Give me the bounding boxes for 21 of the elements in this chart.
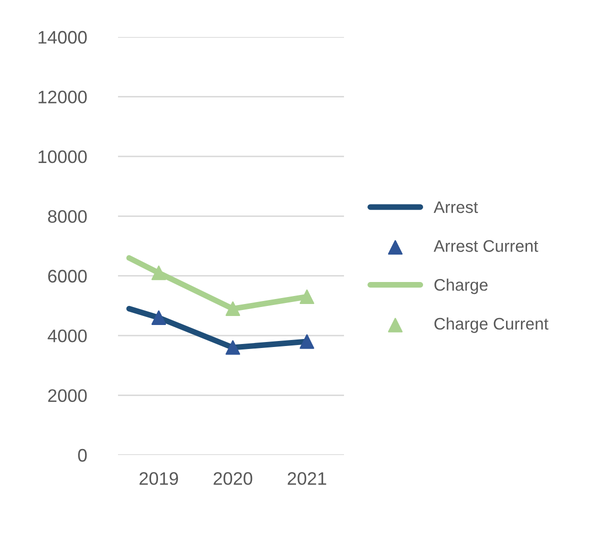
y-tick-label: 8000 (48, 210, 87, 223)
point (226, 340, 240, 355)
x-tick-label: 2020 (214, 472, 252, 485)
legend-label: Charge (434, 278, 488, 294)
x-tick-label: 2019 (140, 472, 178, 485)
point (151, 266, 166, 280)
y-tick-label: 0 (78, 448, 87, 462)
legend-label: Arrest Current (434, 240, 538, 252)
y-tick-label: 4000 (48, 330, 87, 342)
y-tick-label: 2000 (48, 389, 87, 402)
point (300, 289, 314, 304)
point (300, 334, 314, 349)
y-tick-label: 6000 (48, 270, 87, 283)
legend-label: Arrest (434, 201, 478, 214)
y-tick-label: 12000 (38, 90, 87, 104)
y-tick-label: 14000 (38, 30, 87, 44)
x-tick-label: 2021 (288, 472, 326, 485)
legend-label: Charge Current (434, 317, 548, 333)
point (151, 310, 166, 325)
point (226, 301, 240, 316)
y-tick-label: 10000 (38, 150, 87, 164)
